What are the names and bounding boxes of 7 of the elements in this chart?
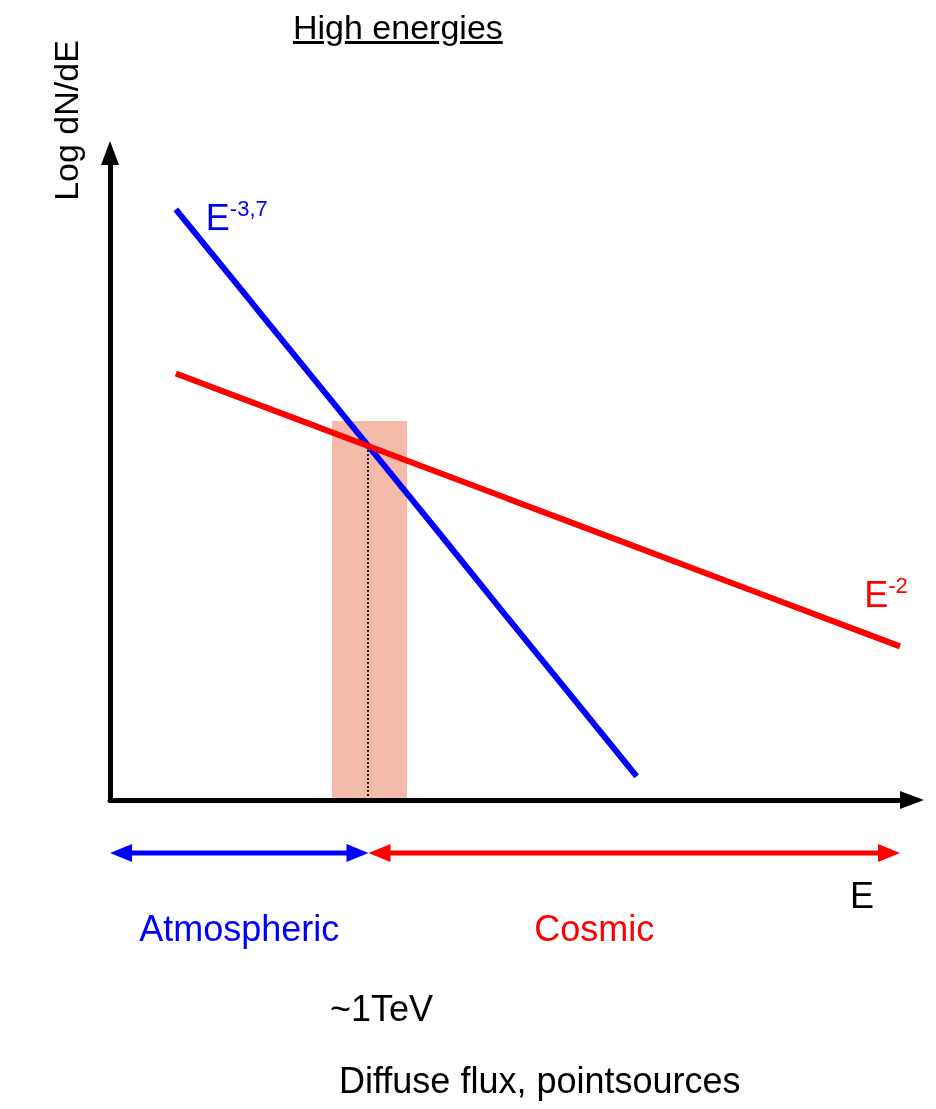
text: Diffuse flux, pointsources bbox=[339, 1060, 741, 1102]
text: Cosmic bbox=[534, 908, 655, 950]
x-axis-title: E bbox=[850, 875, 875, 917]
chart-title: High energies bbox=[293, 8, 503, 47]
y-axis-title: Log dN/dE bbox=[46, 39, 86, 201]
text: ~1TeV bbox=[329, 988, 434, 1030]
text: Atmospheric bbox=[139, 908, 340, 950]
